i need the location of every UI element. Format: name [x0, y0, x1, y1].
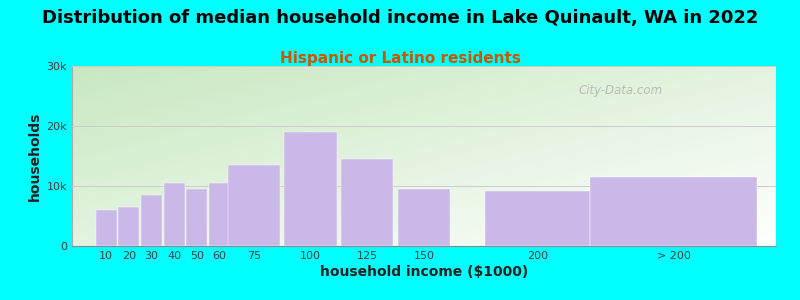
Bar [164, 183, 185, 246]
Text: City-Data.com: City-Data.com [579, 84, 663, 97]
Bar [227, 165, 280, 246]
Bar [590, 177, 758, 246]
Bar [398, 189, 450, 246]
Y-axis label: households: households [28, 111, 42, 201]
Bar [486, 191, 590, 246]
Bar [186, 189, 207, 246]
Text: Hispanic or Latino residents: Hispanic or Latino residents [279, 51, 521, 66]
Bar [209, 183, 230, 246]
Bar [96, 210, 117, 246]
Bar [118, 207, 139, 246]
Text: Distribution of median household income in Lake Quinault, WA in 2022: Distribution of median household income … [42, 9, 758, 27]
Bar [284, 132, 337, 246]
Bar [341, 159, 394, 246]
Bar [141, 195, 162, 246]
X-axis label: household income ($1000): household income ($1000) [320, 265, 528, 279]
